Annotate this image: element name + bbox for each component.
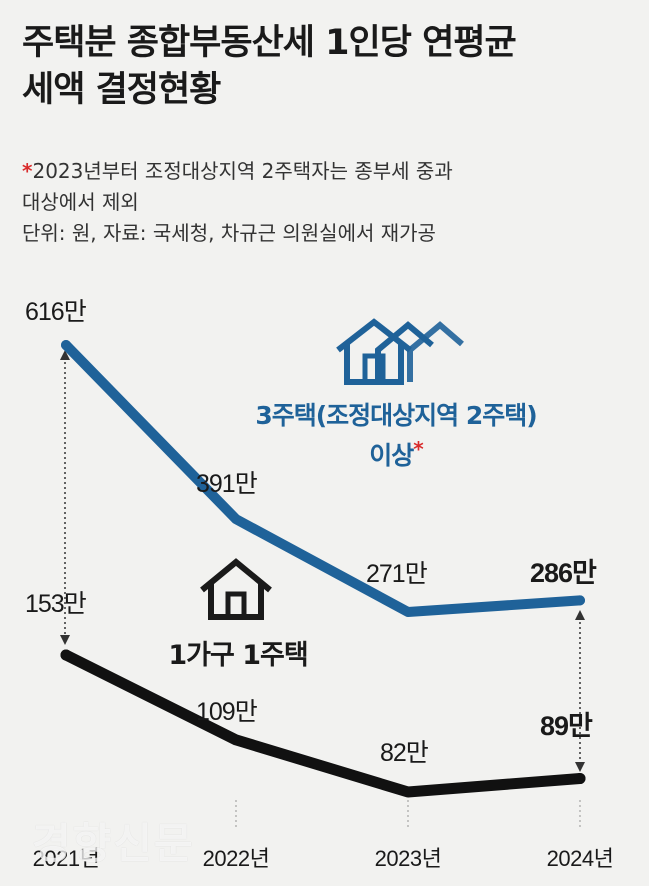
house-icon [200, 558, 272, 620]
label-multi-2022: 391만 [196, 470, 258, 498]
x-tick-2021: 2021년 [33, 846, 100, 871]
label-multi-2023: 271만 [366, 560, 428, 588]
compare-arrows [64, 352, 581, 770]
legend-single-home: 1가구 1주택 [168, 640, 307, 671]
label-single-2024: 89만 [540, 711, 593, 741]
point-single-2024 [574, 772, 586, 784]
data-labels-single-home: 153만 109만 82만 89만 [25, 590, 594, 767]
point-multi-2021 [61, 340, 71, 350]
title-line-1: 주택분 종합부동산세 1인당 연평균 [22, 23, 517, 63]
series-line-single-home [60, 649, 586, 798]
arrow-2024-head-top [575, 610, 585, 620]
legend-multi-home: 3주택(조정대상지역 2주택) 이상* [255, 401, 537, 470]
note-text-1: 2023년부터 조정대상지역 2주택자는 종부세 중과 [32, 159, 453, 183]
series-points-single-home [60, 649, 586, 784]
note-line-2: 대상에서 제외 [22, 190, 139, 214]
note-line-1: *2023년부터 조정대상지역 2주택자는 종부세 중과 [22, 156, 632, 187]
label-multi-2024: 286만 [530, 558, 597, 588]
publisher-watermark: 경향신문 [32, 819, 195, 868]
legend-multi-line-1: 3주택(조정대상지역 2주택) [255, 401, 536, 430]
title-line-2: 세액 결정현황 [22, 70, 221, 110]
x-tick-2022: 2022년 [203, 846, 270, 871]
arrow-2021-head-bottom [60, 635, 70, 645]
series-line-multi-home [61, 340, 585, 617]
point-single-2021 [60, 649, 72, 661]
series-points-multi-home [61, 340, 585, 606]
x-axis-labels: 2021년 2022년 2023년 2024년 [33, 846, 614, 871]
three-houses-icon [336, 318, 464, 385]
label-single-2022: 109만 [196, 698, 258, 726]
arrow-2024-head-bottom [575, 762, 585, 772]
x-tick-2024: 2024년 [547, 846, 614, 871]
note-source: 단위: 원, 자료: 국세청, 차규근 의원실에서 재가공 [22, 221, 436, 245]
label-multi-2021: 616만 [25, 298, 87, 326]
legend-multi-line-2-text: 이상 [369, 441, 414, 470]
arrow-heads [60, 350, 585, 772]
point-multi-2024 [575, 595, 585, 606]
note-asterisk: * [22, 159, 33, 183]
category-guides [235, 800, 581, 830]
x-tick-2023: 2023년 [375, 846, 442, 871]
data-labels-multi-home: 616만 391만 271만 286만 [25, 298, 598, 588]
arrow-2021-head-top [60, 350, 70, 360]
legend-multi-asterisk: * [413, 437, 424, 461]
label-single-2023: 82만 [380, 739, 429, 767]
legend-multi-line-2: 이상* [369, 437, 424, 470]
label-single-2021: 153만 [25, 590, 87, 618]
chart-notes: *2023년부터 조정대상지역 2주택자는 종부세 중과 대상에서 제외 단위:… [22, 156, 632, 249]
chart-title: 주택분 종합부동산세 1인당 연평균 세액 결정현황 [22, 20, 632, 114]
